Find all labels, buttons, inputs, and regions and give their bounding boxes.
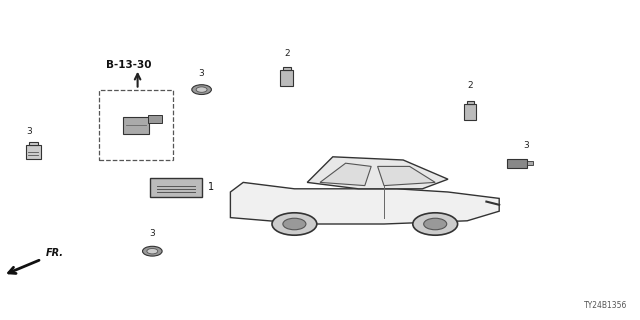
Bar: [99, 90, 173, 160]
Circle shape: [413, 213, 458, 235]
Bar: [280, 70, 293, 86]
Polygon shape: [230, 182, 499, 224]
Circle shape: [196, 87, 207, 92]
Circle shape: [424, 218, 447, 230]
Text: 3: 3: [199, 69, 204, 78]
Bar: [283, 67, 291, 70]
Bar: [150, 178, 202, 197]
Text: 3: 3: [26, 127, 31, 136]
Bar: [29, 142, 38, 145]
Text: TY24B1356: TY24B1356: [584, 301, 627, 310]
Circle shape: [283, 218, 306, 230]
Bar: [123, 117, 149, 134]
Text: B-13-30: B-13-30: [106, 60, 151, 70]
Text: 2: 2: [284, 49, 289, 58]
Bar: [26, 145, 41, 159]
Polygon shape: [320, 163, 371, 186]
Text: 3: 3: [524, 141, 529, 150]
Text: 2: 2: [468, 81, 473, 90]
Bar: [147, 115, 161, 123]
Text: FR.: FR.: [46, 248, 64, 258]
Text: 3: 3: [150, 229, 155, 238]
Circle shape: [192, 85, 211, 94]
Circle shape: [272, 213, 317, 235]
Circle shape: [143, 246, 162, 256]
Bar: [467, 101, 474, 104]
Polygon shape: [307, 157, 448, 189]
Bar: [465, 104, 477, 119]
Bar: [507, 159, 527, 168]
Text: 1: 1: [208, 182, 214, 192]
Bar: [527, 162, 533, 165]
Polygon shape: [378, 166, 435, 186]
Circle shape: [147, 249, 157, 254]
